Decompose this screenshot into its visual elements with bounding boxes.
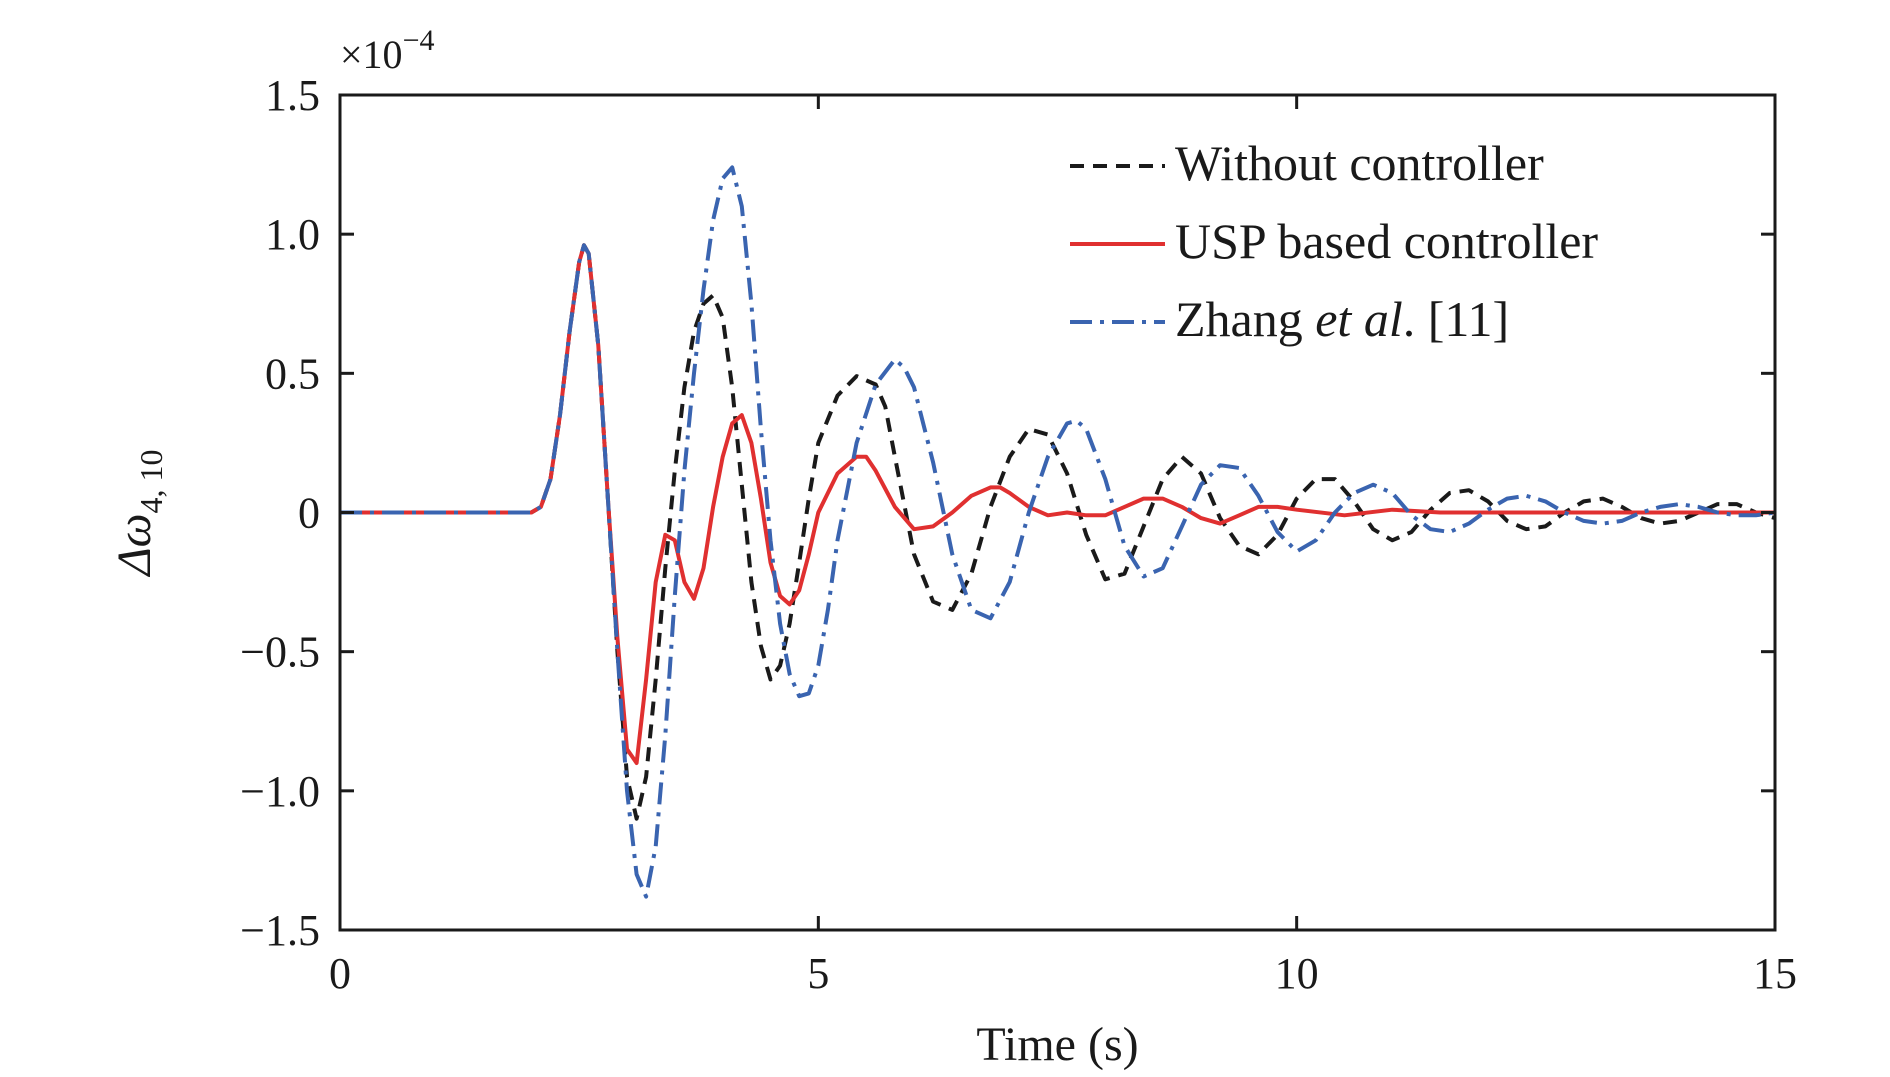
legend-label-part: Without controller bbox=[1175, 135, 1544, 191]
x-tick-label: 15 bbox=[1753, 949, 1797, 998]
x-axis-label: Time (s) bbox=[976, 1018, 1138, 1071]
legend-label-2: USP based controller bbox=[1175, 213, 1598, 269]
exponent-base: ×10 bbox=[340, 32, 403, 77]
y-axis-label: Δω4, 10 bbox=[108, 449, 169, 577]
series-line-1 bbox=[340, 243, 1776, 821]
legend-label-1: Without controller bbox=[1175, 135, 1544, 191]
x-tick-label: 10 bbox=[1275, 949, 1319, 998]
series-line-2 bbox=[340, 243, 1775, 765]
y-axis-exponent: ×10−4 bbox=[340, 24, 434, 77]
y-tick-label: 0.5 bbox=[265, 349, 320, 398]
y-axis-label-subscript: 4, 10 bbox=[133, 449, 169, 513]
legend-label-part: et al bbox=[1315, 291, 1402, 347]
legend-label-part: Zhang bbox=[1175, 291, 1315, 347]
ticks-layer: 0 5 10 15 −1.5 −1.0 −0.5 0 0.5 1.0 1.5 bbox=[240, 71, 1797, 998]
y-tick-label: 1.5 bbox=[265, 71, 320, 120]
legend: Without controller USP based controller Zh… bbox=[1070, 135, 1598, 347]
x-tick-label: 0 bbox=[329, 949, 351, 998]
y-tick-label: −1.0 bbox=[240, 767, 320, 816]
y-axis-label-main: Δω bbox=[108, 513, 161, 577]
legend-label-3: Zhang et al. [11] bbox=[1175, 291, 1509, 347]
y-tick-label: −0.5 bbox=[240, 628, 320, 677]
legend-label-part: . [11] bbox=[1403, 291, 1509, 347]
x-tick-label: 5 bbox=[807, 949, 829, 998]
series-layer bbox=[340, 165, 1776, 899]
series-line-3 bbox=[340, 165, 1776, 899]
exponent-power: −4 bbox=[403, 24, 435, 57]
y-tick-label: −1.5 bbox=[240, 906, 320, 955]
legend-label-part: USP based controller bbox=[1175, 213, 1598, 269]
y-tick-label: 0 bbox=[298, 489, 320, 538]
y-tick-label: 1.0 bbox=[265, 210, 320, 259]
